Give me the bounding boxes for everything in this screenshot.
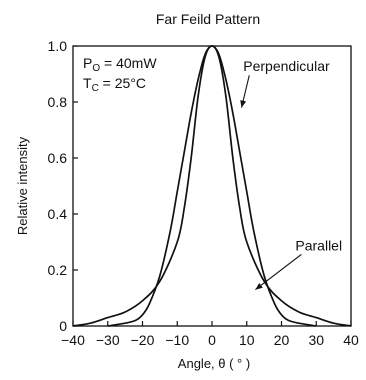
y-axis-label: Relative intensity: [15, 136, 30, 235]
annotation-arrowhead: [255, 282, 263, 290]
x-axis-label: Angle, θ ( ° ): [178, 356, 250, 371]
series-line-parallel: [72, 45, 352, 327]
y-tick-label: 0.4: [48, 206, 68, 222]
x-tick-label: −30: [96, 332, 120, 348]
conditions-legend: PO = 40mW TC = 25°C: [83, 55, 157, 94]
annotation-leader: [255, 253, 302, 291]
annotation-label: Perpendicular: [243, 58, 330, 74]
y-tick-label: 0.2: [48, 262, 68, 278]
y-tick-label: 0.6: [48, 150, 68, 166]
x-tick-label: 20: [274, 332, 290, 348]
x-tick-label: −40: [61, 332, 85, 348]
series-layer: [72, 45, 352, 327]
temperature-condition: TC = 25°C: [83, 75, 146, 94]
y-tick-label: 1.0: [48, 38, 68, 54]
annotation-label: Parallel: [295, 237, 342, 253]
chart-title: Far Feild Pattern: [156, 11, 260, 27]
y-axis: 0 0.2 0.4 0.6 0.8 1.0: [48, 38, 78, 334]
x-tick-label: 40: [343, 332, 359, 348]
y-tick-label: 0: [59, 318, 67, 334]
x-tick-label: −20: [131, 332, 155, 348]
x-tick-label: −10: [165, 332, 189, 348]
annotation-arrowhead: [240, 100, 247, 108]
x-tick-label: 30: [308, 332, 324, 348]
x-axis: −40 −30 −20 −10 0 10 20 30 40: [61, 321, 359, 348]
power-condition: PO = 40mW: [83, 55, 157, 74]
x-tick-label: 0: [208, 332, 216, 348]
y-tick-label: 0.8: [48, 94, 68, 110]
annotation-layer: Perpendicular Parallel: [240, 58, 342, 291]
x-tick-label: 10: [239, 332, 255, 348]
